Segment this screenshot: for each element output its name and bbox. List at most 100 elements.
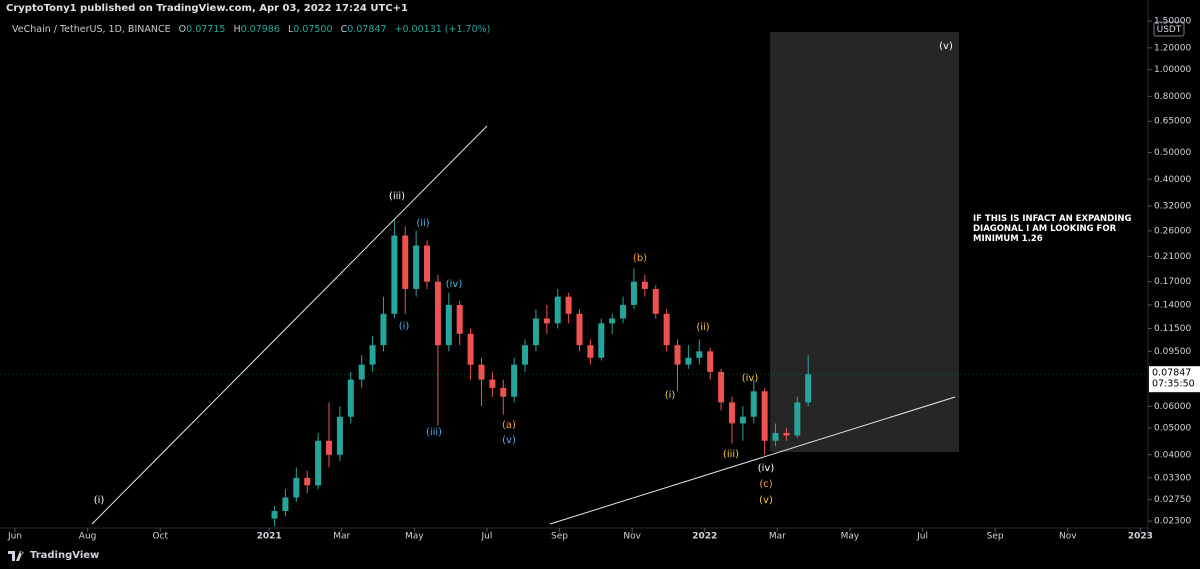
candle-body [641, 281, 648, 289]
x-tick-label: Mar [769, 532, 786, 542]
wave-label: (iv) [742, 373, 759, 384]
candle-body [652, 288, 659, 314]
x-tick-label: Jul [916, 532, 928, 542]
candle-body [718, 371, 725, 403]
ohlc-value: 0.07500 [293, 24, 333, 35]
currency-box [1153, 21, 1185, 37]
candle-body [500, 387, 507, 397]
wave-label: (v) [939, 41, 953, 52]
candle-body [380, 313, 387, 346]
y-tick-label: 0.05000 [1154, 424, 1191, 434]
ohlc-value: 0.07986 [240, 24, 280, 35]
y-tick-label: 0.14000 [1154, 300, 1191, 310]
trend-line [549, 396, 956, 525]
countdown: 07:35:50 [1152, 379, 1195, 390]
candle-body [511, 364, 518, 397]
ohlc-key: L [287, 24, 294, 35]
wave-label: (ii) [696, 322, 709, 333]
candle-body [707, 351, 714, 372]
candle-body [456, 304, 463, 334]
candle-body [293, 477, 300, 498]
x-tick-label: Aug [79, 532, 97, 542]
candle-body [576, 313, 583, 346]
candle-body [565, 296, 572, 314]
trend-line [91, 125, 488, 525]
candle-body [761, 391, 768, 441]
candle-body [467, 333, 474, 365]
wave-label: (iv) [446, 279, 463, 290]
y-tick-label: 1.00000 [1154, 65, 1191, 75]
wave-label: (a) [502, 420, 516, 431]
ohlc-value: 0.07847 [347, 24, 387, 35]
x-tick-label: May [405, 532, 424, 542]
y-tick-label: 0.65000 [1154, 117, 1191, 127]
brand: TradingView [30, 550, 100, 561]
candle-body [358, 364, 365, 380]
y-tick-label: 0.06000 [1154, 402, 1191, 412]
y-tick-label: 1.50000 [1154, 17, 1191, 27]
x-tick-label: Nov [623, 532, 641, 542]
x-tick-label: Mar [333, 532, 350, 542]
x-tick-label: Jun [7, 532, 22, 542]
symbol: VeChain / TetherUS, 1D, BINANCE [12, 24, 171, 35]
candle-body [663, 313, 670, 346]
candle-body [739, 416, 746, 424]
y-tick-label: 0.80000 [1154, 92, 1191, 102]
symbol-line: VeChain / TetherUS, 1D, BINANCE O0.07715… [12, 24, 490, 35]
wave-label: (iv) [758, 463, 775, 474]
note: IF THIS IS INFACT AN EXPANDING DIAGONAL … [973, 214, 1132, 244]
candle-body [805, 374, 812, 403]
candle-body [728, 402, 735, 424]
wave-label: (v) [759, 495, 773, 506]
change: +0.00131 (+1.70%) [394, 24, 491, 35]
ohlc-value: 0.07715 [186, 24, 226, 35]
wave-label: (i) [399, 321, 410, 332]
target-box [770, 32, 959, 452]
x-tick-label: May [841, 532, 860, 542]
candle-body [696, 351, 703, 358]
publish-line: CryptoTony1 published on TradingView.com… [6, 3, 408, 14]
candle-body [554, 296, 561, 324]
candle-body [587, 345, 594, 358]
x-tick-label: 2021 [257, 532, 282, 542]
wave-label: (i) [94, 495, 105, 506]
candle-body [489, 379, 496, 388]
candle-body [783, 433, 790, 436]
logo [8, 550, 24, 561]
candle-body [630, 281, 637, 305]
currency: USDT [1157, 25, 1182, 35]
x-tick-label: 2023 [1128, 532, 1153, 542]
wave-label: (v) [502, 435, 516, 446]
wave-label: (iii) [389, 191, 405, 202]
y-tick-label: 0.02750 [1154, 495, 1191, 505]
candle-body [685, 357, 692, 365]
last-price-tag [1149, 366, 1200, 393]
wave-labels: (i) (iii) (ii) (i) (iv) (iii) (a) (v) (b… [94, 41, 953, 506]
x-tick-label: 2022 [692, 532, 717, 542]
wave-label: (iii) [426, 427, 442, 438]
y-tick-label: 0.02300 [1154, 517, 1191, 527]
candle-body [336, 416, 343, 455]
y-tick-label: 0.50000 [1154, 148, 1191, 158]
x-tick-label: Oct [152, 532, 168, 542]
y-tick-label: 0.26000 [1154, 226, 1191, 236]
x-tick-label: Sep [551, 532, 568, 542]
candle-body [413, 245, 420, 289]
candle-body [282, 497, 289, 512]
candle-body [391, 235, 398, 314]
candle-body [304, 477, 311, 486]
candle-body [445, 304, 452, 346]
y-tick-label: 0.32000 [1154, 202, 1191, 212]
candle-body [402, 235, 409, 289]
y-tick-label: 1.20000 [1154, 43, 1191, 53]
candle-body [620, 304, 627, 319]
candle-body [794, 402, 801, 436]
candle-body [609, 318, 616, 324]
x-tick-label: Nov [1059, 532, 1077, 542]
candle-body [532, 318, 539, 346]
candle-body [326, 440, 333, 455]
candle-body [772, 433, 779, 441]
y-tick-label: 0.11500 [1154, 324, 1191, 334]
candle-body [750, 391, 757, 417]
